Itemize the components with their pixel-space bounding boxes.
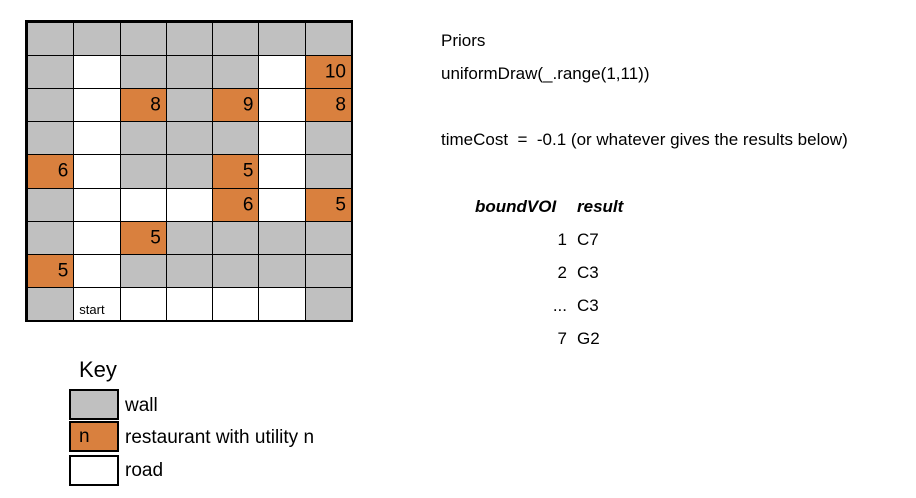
road-cell [165, 286, 214, 321]
wall-cell [212, 55, 260, 90]
road-cell [119, 286, 167, 321]
wall-cell [119, 22, 167, 57]
restaurant-utility: 9 [242, 94, 254, 116]
wall-cell [258, 253, 306, 288]
wall-cell [304, 121, 352, 156]
restaurant-cell: 5 [212, 154, 260, 189]
key-swatch-road [69, 455, 119, 486]
restaurant-utility: 5 [242, 160, 254, 182]
wall-cell [119, 154, 167, 189]
road-cell [258, 154, 306, 189]
key-swatch-symbol: n [79, 426, 90, 447]
road-cell [73, 154, 121, 189]
wall-cell [165, 154, 214, 189]
results-value-3: C3 [577, 296, 599, 315]
restaurant-cell: 8 [304, 88, 352, 123]
key-label-road: road [125, 460, 164, 481]
wall-cell [165, 55, 214, 90]
restaurant-cell: 5 [304, 187, 352, 222]
restaurant-utility: 5 [335, 194, 346, 216]
start-label: start [79, 301, 105, 317]
restaurant-cell: 9 [212, 88, 260, 123]
key-label-restaurant: restaurant with utility n [125, 427, 315, 448]
wall-cell [304, 220, 352, 255]
gridworld-map: 10 8 9 8 6 5 6 5 5 5 start [25, 20, 353, 322]
priors-draw: uniformDraw(_.range(1,11)) [441, 64, 650, 83]
restaurant-cell: 5 [119, 220, 167, 255]
wall-cell [27, 88, 75, 123]
wall-cell [212, 220, 260, 255]
restaurant-cell: 6 [212, 187, 260, 222]
time-cost-text: timeCost = -0.1 (or whatever gives the r… [441, 130, 848, 149]
road-cell [73, 220, 121, 255]
wall-cell [165, 220, 214, 255]
wall-cell [258, 220, 306, 255]
restaurant-utility: 8 [150, 94, 161, 116]
wall-cell [304, 253, 352, 288]
wall-cell [304, 154, 352, 189]
results-value-2: C3 [577, 263, 599, 282]
key-swatch-restaurant: n [69, 421, 119, 452]
wall-cell [212, 121, 260, 156]
wall-cell [27, 55, 75, 90]
restaurant-utility: 5 [150, 227, 161, 249]
road-cell [212, 286, 260, 321]
key-swatch-wall [69, 389, 119, 420]
wall-cell [119, 55, 167, 90]
restaurant-cell: 10 [304, 55, 352, 90]
results-bound-1: 1 [557, 230, 567, 249]
restaurant-cell: 8 [119, 88, 167, 123]
restaurant-cell: 5 [27, 253, 75, 288]
wall-cell [27, 187, 75, 222]
wall-cell [212, 253, 260, 288]
wall-cell [304, 22, 352, 57]
wall-cell [165, 121, 214, 156]
wall-cell [27, 286, 75, 321]
restaurant-utility: 6 [242, 194, 254, 216]
road-cell [258, 55, 306, 90]
wall-cell [165, 22, 214, 57]
road-cell [73, 253, 121, 288]
wall-cell [165, 88, 214, 123]
results-bound-4: 7 [557, 329, 567, 348]
wall-cell [119, 253, 167, 288]
wall-cell [212, 22, 260, 57]
results-value-1: C7 [577, 230, 599, 249]
road-cell [73, 121, 121, 156]
wall-cell [73, 22, 121, 57]
restaurant-utility: 10 [324, 61, 346, 83]
priors-title: Priors [441, 31, 486, 50]
wall-cell [258, 22, 306, 57]
key-label-wall: wall [125, 395, 158, 416]
road-cell [165, 187, 214, 222]
wall-cell [304, 286, 352, 321]
road-cell [73, 55, 121, 90]
key-title: Key [79, 357, 117, 382]
results-value-4: G2 [577, 329, 600, 348]
road-cell [119, 187, 167, 222]
start-cell: start [73, 286, 121, 321]
restaurant-utility: 5 [57, 260, 69, 282]
road-cell [258, 187, 306, 222]
wall-cell [27, 121, 75, 156]
restaurant-cell: 6 [27, 154, 75, 189]
road-cell [258, 121, 306, 156]
road-cell [73, 88, 121, 123]
results-bound-2: 2 [557, 263, 567, 282]
restaurant-utility: 6 [57, 160, 69, 182]
results-header-result: result [577, 197, 624, 216]
wall-cell [27, 220, 75, 255]
road-cell [73, 187, 121, 222]
wall-cell [27, 22, 75, 57]
results-bound-3: ... [552, 296, 567, 315]
road-cell [258, 286, 306, 321]
wall-cell [119, 121, 167, 156]
wall-cell [165, 253, 214, 288]
results-header-boundvoi: boundVOI [475, 197, 557, 216]
restaurant-utility: 8 [335, 94, 346, 116]
road-cell [258, 88, 306, 123]
